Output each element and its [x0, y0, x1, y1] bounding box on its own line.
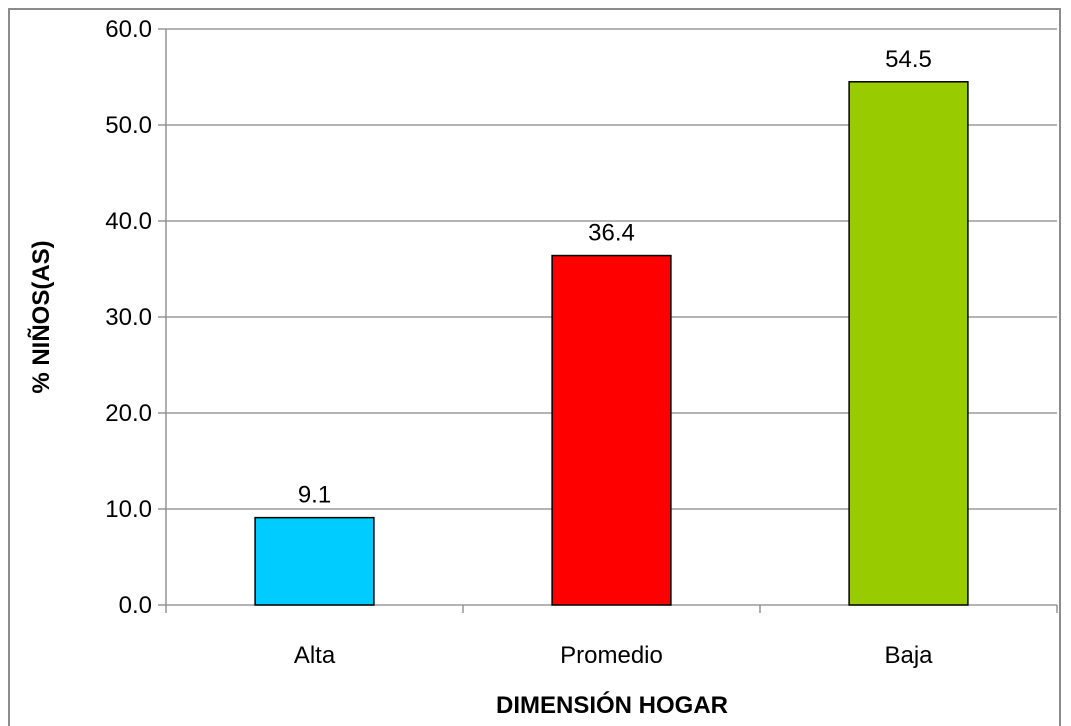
x-axis-title: DIMENSIÓN HOGAR	[496, 691, 728, 719]
y-tick-label: 20.0	[105, 400, 152, 427]
y-tick-label: 0.0	[119, 592, 152, 619]
x-tick-label-promedio: Promedio	[560, 642, 663, 669]
chart-frame	[8, 8, 1061, 726]
bar-alta	[254, 516, 375, 606]
y-tick-label: 30.0	[105, 304, 152, 331]
data-label-promedio: 36.4	[588, 220, 635, 247]
bar-baja	[848, 81, 969, 606]
y-tick-label: 50.0	[105, 112, 152, 139]
data-label-alta: 9.1	[298, 482, 331, 509]
x-tick-label-alta: Alta	[294, 642, 336, 669]
labels: 0.0 10.0 20.0 30.0 40.0 50.0 60.0 9.1 Alta 36.4 Pr…	[105, 16, 933, 669]
y-tick-label: 60.0	[105, 16, 152, 43]
y-tick-label: 10.0	[105, 496, 152, 523]
y-tick-label: 40.0	[105, 208, 152, 235]
x-tick-label-baja: Baja	[884, 642, 933, 669]
bar-promedio	[551, 254, 672, 606]
y-axis-title: % NIÑOS(AS)	[27, 240, 55, 393]
bars	[254, 81, 969, 606]
data-label-baja: 54.5	[885, 46, 932, 73]
